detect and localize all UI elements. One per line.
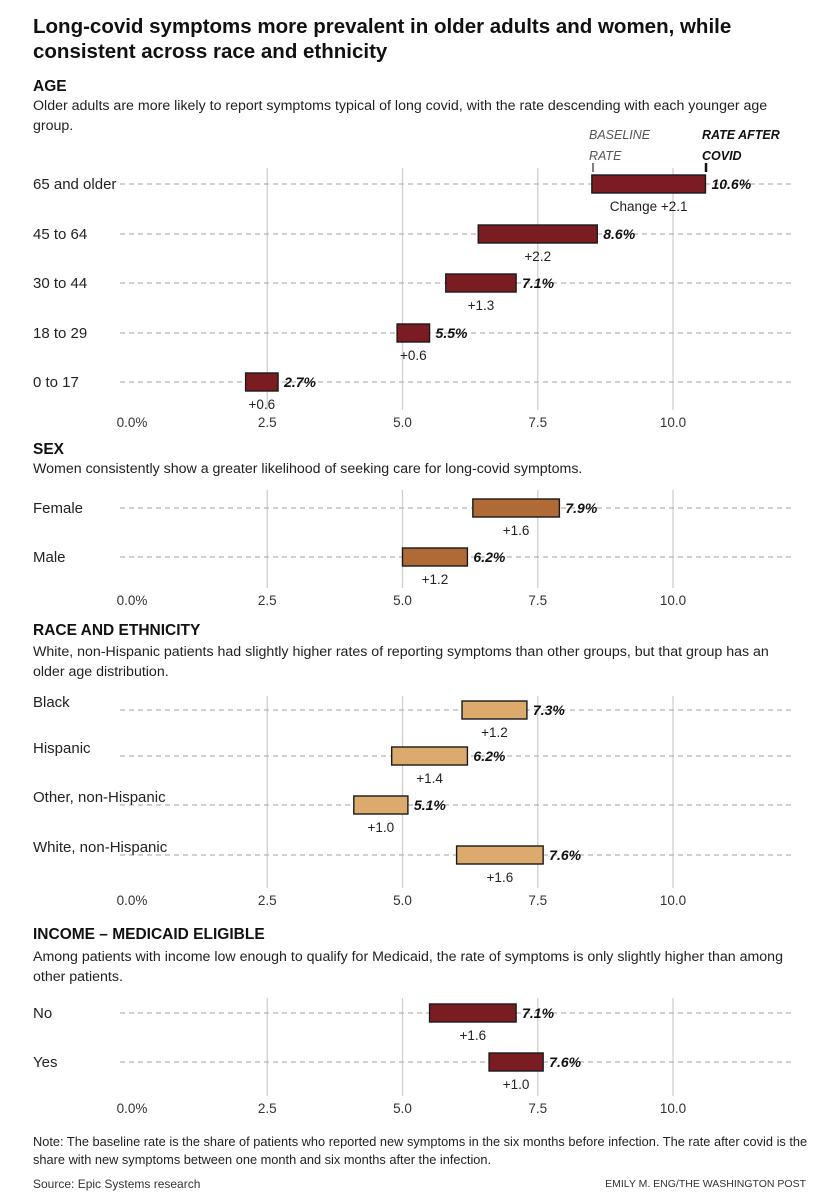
section-heading-age: AGE [33,78,67,95]
x-tick-label: 0.0% [117,593,148,608]
category-label: 0 to 17 [33,374,79,391]
change-label: +1.3 [468,298,495,313]
key-baseline-label: BASELINE [589,128,651,142]
after-value-label: 7.1% [522,275,554,291]
x-tick-label: 7.5 [528,1101,547,1116]
section-subtitle-age: Older adults are more likely to report s… [33,98,768,134]
change-label: +1.0 [368,820,395,835]
section-subtitle-income: Among patients with income low enough to… [33,949,783,985]
x-tick-label: 7.5 [528,893,547,908]
change-bar [455,845,544,865]
after-value-label: 7.3% [533,702,565,718]
chart-age: 0.0% 2.5 5.0 7.5 10.0 65 and older 10.6% Change… [33,128,793,430]
change-bar [591,174,707,194]
chart-sex: 0.0% 2.5 5.0 7.5 10.0 Female 7.9% +1.6 Male 6.2% +… [33,490,793,608]
after-value-label: 5.5% [436,325,468,341]
key-after-label: COVID [702,149,742,163]
category-label: Black [33,694,70,711]
x-tick-label: 10.0 [660,893,686,908]
source-line: Source: Epic Systems research [33,1177,201,1191]
change-bar [353,795,409,815]
category-label: Female [33,500,83,517]
category-label: No [33,1005,52,1022]
category-label: 30 to 44 [33,275,87,292]
change-bar [477,224,598,244]
after-value-label: 6.2% [473,748,505,764]
x-tick-label: 10.0 [660,415,686,430]
after-value-label: 7.1% [522,1005,554,1021]
change-label: +0.6 [400,348,427,363]
x-tick-label: 10.0 [660,593,686,608]
after-value-label: 8.6% [603,226,635,242]
change-bar [396,323,431,343]
change-label: +0.6 [249,397,276,412]
x-tick-label: 5.0 [393,893,412,908]
section-heading-race: RACE AND ETHNICITY [33,622,201,639]
category-label: White, non-Hispanic [33,839,168,856]
footnote: Note: The baseline rate is the share of … [33,1134,808,1167]
x-tick-label: 0.0% [117,893,148,908]
change-label: +1.4 [416,771,443,786]
change-label: +1.6 [460,1028,487,1043]
change-bar [488,1052,544,1072]
change-bar [445,273,517,293]
x-tick-label: 7.5 [528,415,547,430]
x-tick-label: 10.0 [660,1101,686,1116]
category-label: Hispanic [33,740,91,757]
section-subtitle-race: White, non-Hispanic patients had slightl… [33,644,769,680]
change-bar [401,547,469,567]
change-bar [428,1003,517,1023]
after-value-label: 5.1% [414,797,446,813]
category-label: 65 and older [33,176,116,193]
after-value-label: 7.9% [565,500,597,516]
key-after-label: RATE AFTER [702,128,780,142]
category-label: 18 to 29 [33,325,87,342]
credit-line: EMILY M. ENG/THE WASHINGTON POST [605,1178,806,1190]
x-tick-label: 5.0 [393,593,412,608]
page-title: Long-covid symptoms more prevalent in ol… [33,15,732,63]
change-label: +2.2 [524,249,551,264]
x-tick-label: 0.0% [117,1101,148,1116]
category-label: 45 to 64 [33,226,87,243]
change-bar [461,700,528,720]
change-label: +1.2 [422,572,449,587]
change-label: +1.6 [487,870,514,885]
category-label: Male [33,549,66,566]
section-heading-sex: SEX [33,441,65,458]
chart-income: 0.0% 2.5 5.0 7.5 10.0 No 7.1% +1.6 Yes 7.6% +1.0 [33,998,793,1116]
section-subtitle-sex: Women consistently show a greater likeli… [33,461,583,477]
category-label: Other, non-Hispanic [33,789,166,806]
x-tick-label: 2.5 [258,415,277,430]
change-label: +1.0 [503,1077,530,1092]
after-value-label: 10.6% [711,176,751,192]
x-tick-label: 5.0 [393,415,412,430]
category-label: Yes [33,1054,57,1071]
after-value-label: 2.7% [283,374,316,390]
change-label: Change +2.1 [610,199,688,214]
x-tick-label: 2.5 [258,593,277,608]
after-value-label: 7.6% [549,1054,581,1070]
x-tick-label: 2.5 [258,893,277,908]
chart-race: 0.0% 2.5 5.0 7.5 10.0 Black 7.3% +1.2 Hispanic 6.… [33,694,793,908]
change-bar [390,746,469,766]
after-value-label: 7.6% [549,847,581,863]
change-bar [472,498,561,518]
x-tick-label: 7.5 [528,593,547,608]
change-label: +1.2 [481,725,508,740]
change-bar [244,372,279,392]
change-label: +1.6 [503,523,530,538]
key-baseline-label: RATE [589,149,622,163]
x-tick-label: 0.0% [117,415,148,430]
section-heading-income: INCOME – MEDICAID ELIGIBLE [33,926,265,943]
after-value-label: 6.2% [473,549,505,565]
x-tick-label: 2.5 [258,1101,277,1116]
x-tick-label: 5.0 [393,1101,412,1116]
